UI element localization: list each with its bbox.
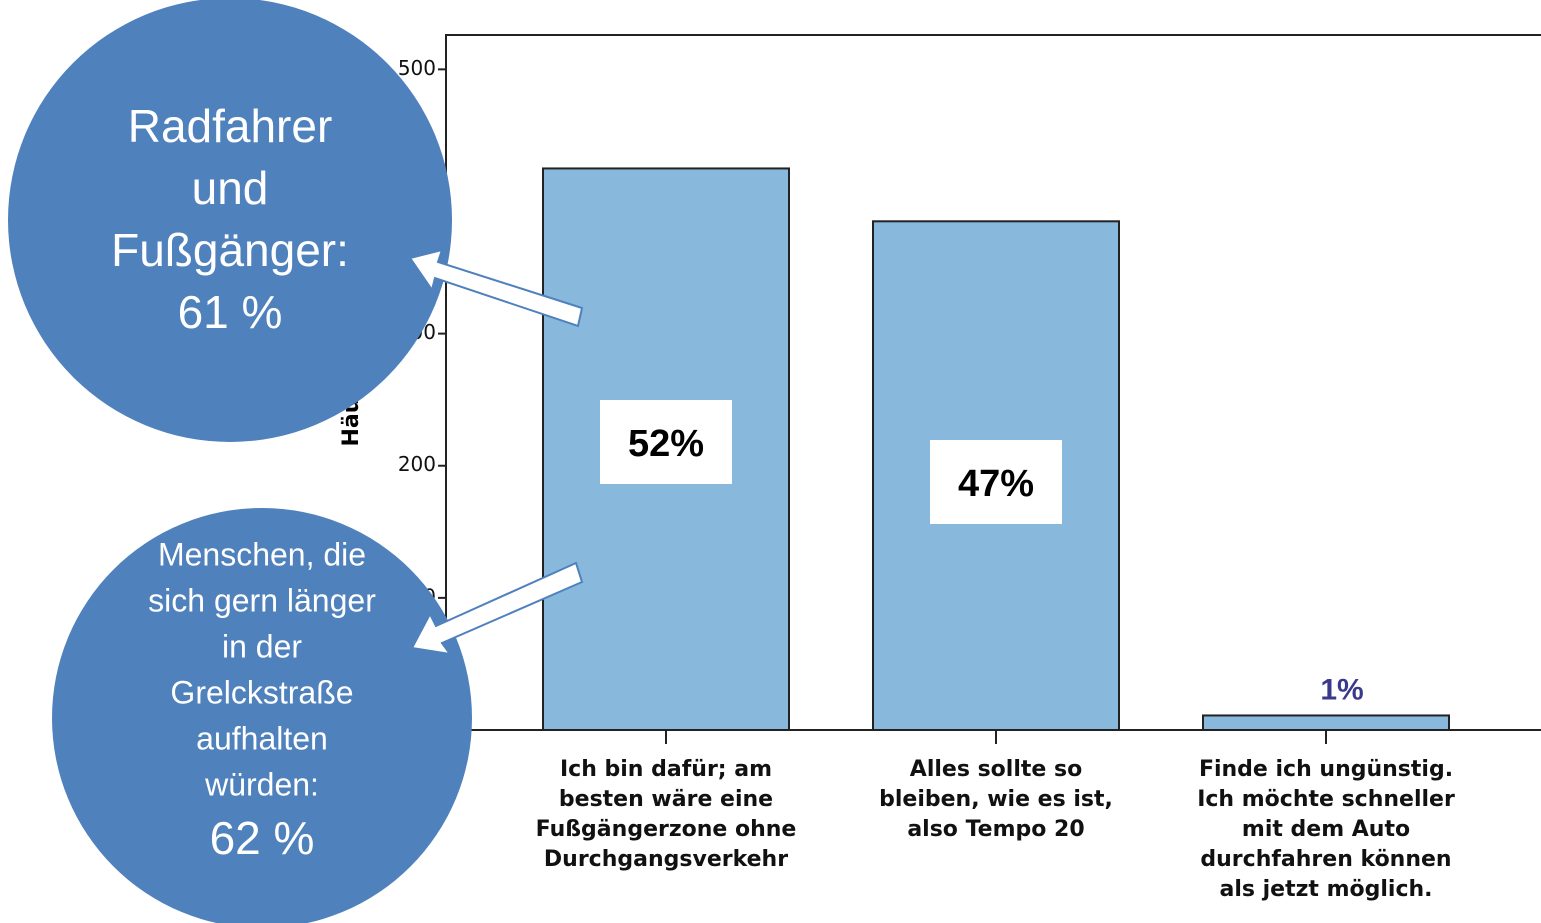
x-tick-label: also Tempo 20 bbox=[907, 817, 1084, 842]
label-box bbox=[930, 440, 1062, 524]
percent-label: 1% bbox=[1320, 673, 1363, 706]
plot: Häufigkeit010020030040050052%Ich bin daf… bbox=[339, 34, 1541, 902]
annotation-text: in der bbox=[222, 628, 302, 664]
x-tick-label: Fußgängerzone ohne bbox=[536, 817, 797, 842]
annotation-text: Fußgänger: bbox=[111, 224, 349, 276]
x-tick-label: durchfahren können bbox=[1200, 847, 1451, 872]
annotation-text: 62 % bbox=[210, 812, 315, 864]
x-tick-label: besten wäre eine bbox=[559, 787, 773, 812]
annotation-text: Radfahrer bbox=[128, 100, 333, 152]
y-tick-label: 200 bbox=[398, 452, 436, 476]
x-tick-label: Alles sollte so bbox=[910, 757, 1082, 782]
x-tick-label: bleiben, wie es ist, bbox=[879, 787, 1113, 812]
bar bbox=[1202, 714, 1450, 731]
overlay: Radfahrer und Fußgänger: 61 % Menschen, die s… bbox=[8, 0, 584, 923]
y-tick-label: 500 bbox=[398, 56, 436, 80]
annotation-text: aufhalten bbox=[196, 720, 328, 756]
annotation-circle bbox=[8, 0, 452, 442]
annotation-text: sich gern länger bbox=[148, 582, 376, 618]
annotation-text: Grelckstraße bbox=[170, 674, 353, 710]
x-tick-label: mit dem Auto bbox=[1242, 817, 1410, 842]
arrow bbox=[408, 248, 584, 328]
x-tick-label: Durchgangsverkehr bbox=[544, 847, 788, 872]
annotation-text: und bbox=[192, 162, 269, 214]
x-tick-label: Finde ich ungünstig. bbox=[1199, 757, 1453, 782]
percent-label: 52% bbox=[628, 423, 704, 465]
label-box bbox=[600, 400, 732, 484]
arrow bbox=[410, 561, 584, 656]
bar bbox=[542, 167, 790, 732]
annotation-text: würden: bbox=[204, 766, 319, 802]
x-tick-label: Ich bin dafür; am bbox=[560, 757, 772, 782]
percent-label: 47% bbox=[958, 463, 1034, 505]
annotation-text: 61 % bbox=[178, 286, 283, 338]
x-tick-label: als jetzt möglich. bbox=[1219, 877, 1432, 902]
annotation-circle bbox=[52, 508, 472, 923]
annotation-text: Menschen, die bbox=[158, 536, 366, 572]
x-tick-label: Ich möchte schneller bbox=[1197, 787, 1455, 812]
